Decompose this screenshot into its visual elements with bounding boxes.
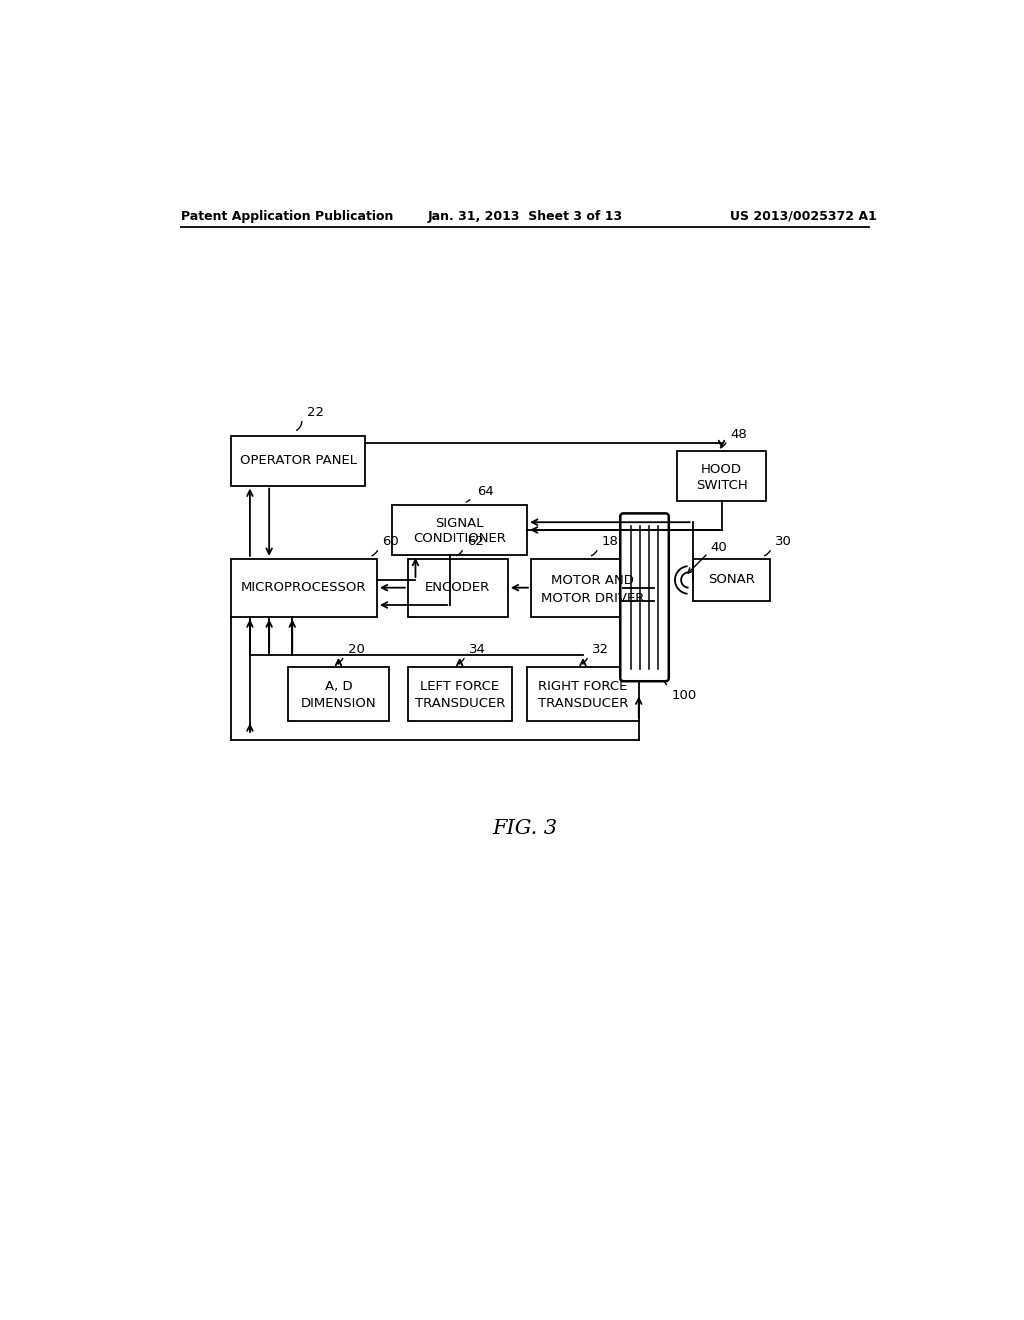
Text: 32: 32: [592, 643, 609, 656]
Text: 62: 62: [467, 536, 484, 548]
Text: 20: 20: [348, 643, 365, 656]
Bar: [230, 436, 366, 486]
Text: DIMENSION: DIMENSION: [301, 697, 376, 710]
Text: A, D: A, D: [325, 680, 352, 693]
Text: MOTOR DRIVER: MOTOR DRIVER: [541, 591, 644, 605]
Text: SWITCH: SWITCH: [695, 479, 748, 491]
Text: Jan. 31, 2013  Sheet 3 of 13: Jan. 31, 2013 Sheet 3 of 13: [427, 210, 623, 223]
Text: RIGHT FORCE: RIGHT FORCE: [539, 680, 628, 693]
Text: 22: 22: [307, 407, 325, 418]
Bar: [527, 667, 639, 721]
Bar: [531, 558, 654, 616]
Text: 60: 60: [382, 536, 399, 548]
Text: TRANSDUCER: TRANSDUCER: [538, 697, 628, 710]
Text: ENCODER: ENCODER: [425, 581, 490, 594]
Text: MICROPROCESSOR: MICROPROCESSOR: [241, 581, 367, 594]
Text: 40: 40: [711, 541, 727, 554]
Bar: [677, 451, 766, 502]
Text: OPERATOR PANEL: OPERATOR PANEL: [240, 454, 356, 467]
Text: FIG. 3: FIG. 3: [493, 818, 557, 838]
Bar: [408, 558, 508, 616]
Text: SONAR: SONAR: [708, 573, 755, 586]
Text: MOTOR AND: MOTOR AND: [551, 574, 634, 586]
Text: 48: 48: [731, 428, 748, 441]
Text: US 2013/0025372 A1: US 2013/0025372 A1: [730, 210, 877, 223]
Bar: [230, 558, 377, 616]
Text: CONDITIONER: CONDITIONER: [414, 532, 506, 545]
Bar: [408, 667, 512, 721]
Bar: [392, 506, 527, 554]
Text: 18: 18: [602, 536, 618, 548]
Text: TRANSDUCER: TRANSDUCER: [415, 697, 505, 710]
Text: SIGNAL: SIGNAL: [435, 517, 484, 529]
Text: 34: 34: [469, 643, 485, 656]
Text: 100: 100: [671, 689, 696, 702]
FancyBboxPatch shape: [621, 513, 669, 681]
Text: HOOD: HOOD: [701, 463, 742, 477]
Text: Patent Application Publication: Patent Application Publication: [180, 210, 393, 223]
Text: 64: 64: [477, 484, 494, 498]
Text: LEFT FORCE: LEFT FORCE: [420, 680, 500, 693]
Bar: [692, 558, 770, 601]
Text: 30: 30: [775, 536, 792, 548]
Bar: [289, 667, 388, 721]
